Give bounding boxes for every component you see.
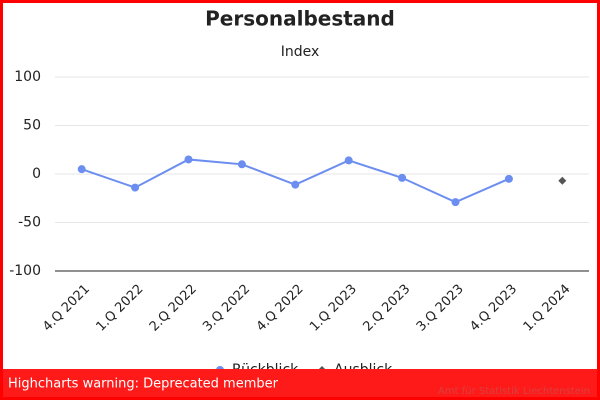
- y-tick-label: -100: [9, 263, 41, 279]
- warning-bar: [3, 369, 597, 397]
- point: [504, 174, 513, 183]
- point: [558, 176, 567, 185]
- point: [344, 156, 353, 165]
- point: [131, 183, 140, 192]
- point: [291, 180, 300, 189]
- y-tick-label: 50: [23, 118, 41, 134]
- chart-title: Personalbestand: [205, 7, 395, 31]
- warning-text: Highcharts warning: Deprecated member: [8, 377, 279, 392]
- point: [451, 198, 460, 207]
- y-tick-label: 100: [14, 69, 41, 85]
- point: [237, 160, 246, 169]
- axis-title: Index: [281, 44, 320, 60]
- credits: Amt für Statistik Liechtenstein: [438, 386, 590, 397]
- y-tick-label: 0: [32, 166, 41, 182]
- y-tick-label: -50: [18, 215, 41, 231]
- point: [77, 165, 86, 174]
- point: [184, 155, 193, 164]
- point: [398, 173, 407, 182]
